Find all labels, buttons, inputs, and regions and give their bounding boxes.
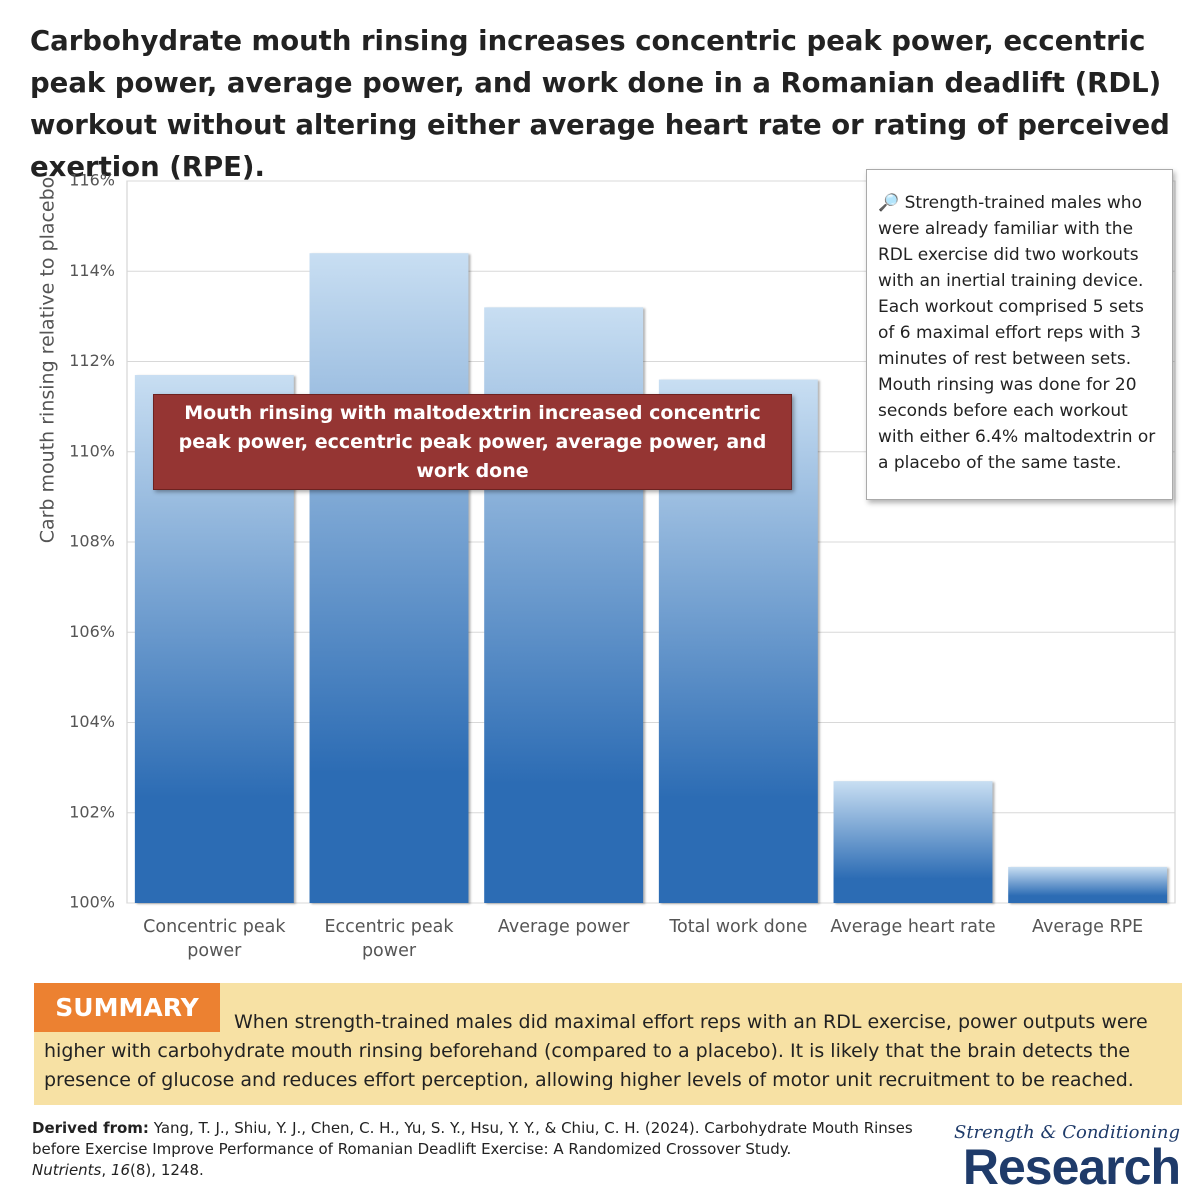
y-tick-label: 112% xyxy=(69,351,115,370)
logo-bottom: Research xyxy=(962,1139,1181,1195)
y-tick-label: 106% xyxy=(69,622,115,641)
title: Carbohydrate mouth rinsing increases con… xyxy=(30,25,1170,183)
citation: Derived from: Yang, T. J., Shiu, Y. J., … xyxy=(32,1118,932,1181)
x-tick-label: Average power xyxy=(497,917,630,937)
x-tick-label: Average heart rate xyxy=(830,917,996,937)
volume: 16 xyxy=(110,1161,131,1179)
y-tick-label: 102% xyxy=(69,802,115,821)
citation-lead: Derived from: xyxy=(32,1119,149,1137)
bar xyxy=(1008,866,1168,903)
bar xyxy=(833,781,993,903)
annotation: Mouth rinsing with maltodextrin increase… xyxy=(153,394,792,490)
y-tick-label: 108% xyxy=(69,532,115,551)
bar xyxy=(309,253,469,903)
x-tick-label: Total work done xyxy=(669,917,808,937)
sep: , xyxy=(101,1161,107,1179)
x-tick-label: Concentric peak power xyxy=(143,917,286,961)
logo-top: Strength & Conditioning xyxy=(953,1122,1180,1143)
x-tick-label: Eccentric peak power xyxy=(324,917,454,961)
y-axis-label: Carb mouth rinsing relative to placebo xyxy=(37,177,59,544)
issue: (8), 1248. xyxy=(130,1161,204,1179)
y-tick-label: 100% xyxy=(69,893,115,912)
y-tick-label: 104% xyxy=(69,712,115,731)
summary-text: When strength-trained males did maximal … xyxy=(44,1011,1148,1091)
summary-label: SUMMARY xyxy=(34,983,220,1032)
citation-text: Yang, T. J., Shiu, Y. J., Chen, C. H., Y… xyxy=(32,1119,913,1158)
y-tick-label: 110% xyxy=(69,441,115,460)
summary-box xyxy=(34,983,1182,1105)
info-box: 🔎 Strength-trained males who were alread… xyxy=(866,169,1173,500)
x-tick-label: Average RPE xyxy=(1032,917,1144,937)
y-tick-label: 114% xyxy=(69,261,115,280)
journal: Nutrients xyxy=(32,1161,102,1179)
y-tick-label: 116% xyxy=(69,171,115,190)
